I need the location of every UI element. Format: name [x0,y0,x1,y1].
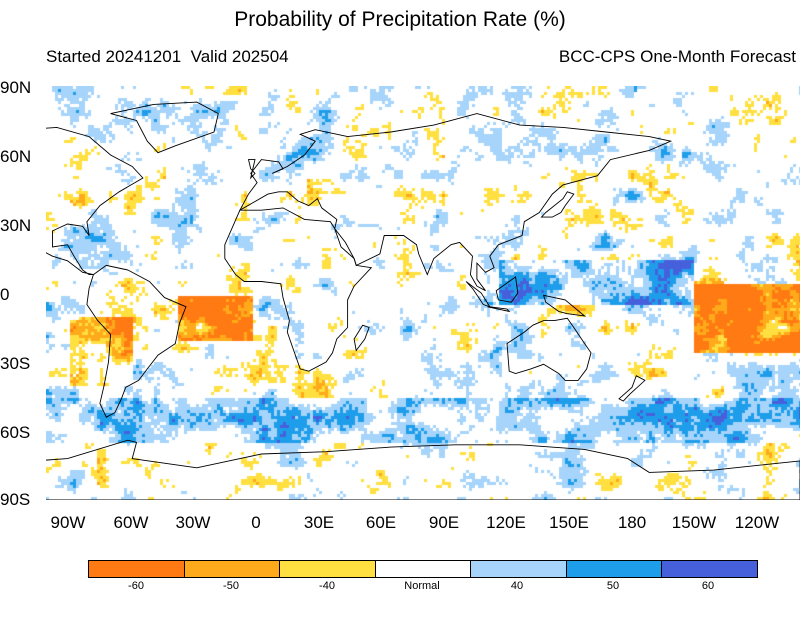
lon-label: 30E [303,513,335,532]
lon-label: 120E [486,513,526,532]
lon-label: 120W [734,513,780,532]
lat-label: 60N [0,147,32,166]
forecast-dates: Started 20241201 Valid 202504 [46,47,289,66]
legend-swatch [662,561,758,577]
coastline-path [495,276,519,303]
legend-label: 60 [701,580,715,592]
legend-swatch [89,561,185,577]
lat-label: 30S [0,354,31,373]
lon-label: 150W [671,513,717,532]
coastline-path [238,113,673,292]
legend-label: -60 [128,580,144,592]
legend-swatch [184,561,281,577]
coastline-path [46,126,144,276]
lat-label: 90N [0,78,32,97]
coastline-path [618,375,646,402]
coastline-path [86,264,187,418]
coastline-path [110,101,219,154]
legend-label: Normal [404,580,440,592]
legend-swatch [471,561,567,577]
lon-label: 90W [50,513,86,532]
lon-label: 30W [175,513,211,532]
probability-map [46,86,800,500]
coastline-path [46,439,800,500]
lat-label: 90S [0,490,31,509]
coastline-path [224,207,373,372]
legend-label: 40 [510,580,524,592]
coastline-path [542,294,587,317]
legend-swatch [566,561,663,577]
legend-label: -40 [319,580,335,592]
lon-label: 60W [113,513,149,532]
lon-label: 0 [251,513,261,532]
color-legend [88,560,758,578]
map-title: Probability of Precipitation Rate (%) [234,8,566,31]
lon-label: 150E [549,513,589,532]
lat-label: 30N [0,216,32,235]
coastline-path [506,317,592,381]
lon-label: 180 [617,513,647,532]
legend-swatch [375,561,472,577]
coastline-path [247,159,256,180]
lat-label: 0 [0,285,10,304]
coastline-path [353,324,370,352]
lat-label: 60S [0,423,31,442]
probability-field [46,86,800,500]
coastline-path [540,191,575,218]
coastlines [46,101,800,500]
legend-label: 50 [606,580,620,592]
legend-swatch [280,561,376,577]
lon-label: 60E [365,513,397,532]
lon-label: 90E [428,513,460,532]
coastline-path [465,281,491,308]
model-name: BCC-CPS One-Month Forecast [558,47,796,66]
coastline-path [487,306,511,313]
legend-label: -50 [223,580,239,592]
